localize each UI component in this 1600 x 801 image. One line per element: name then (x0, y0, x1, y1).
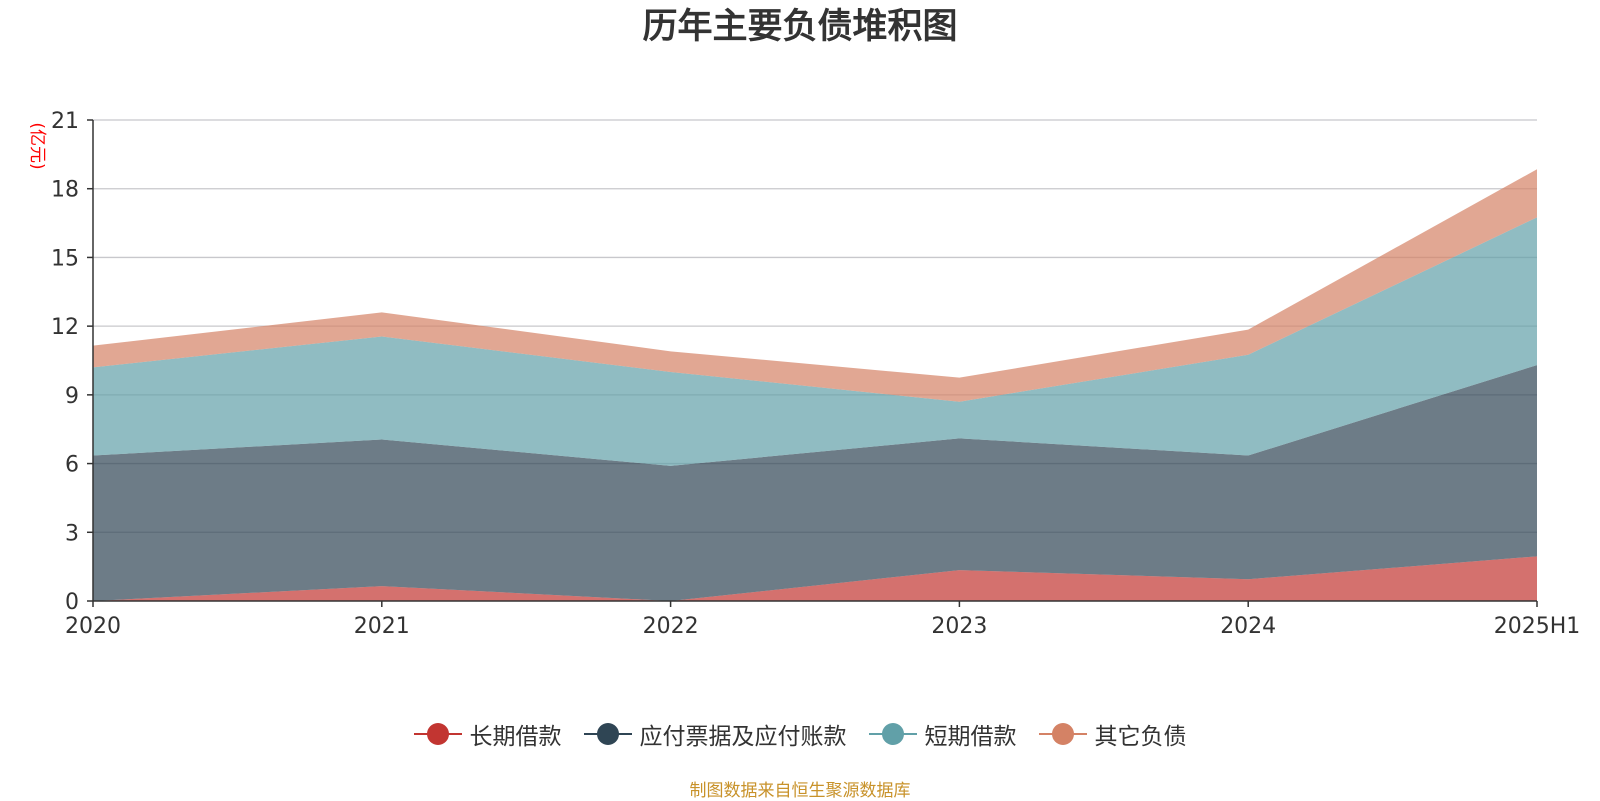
area-series-1 (93, 556, 1537, 601)
y-tick-label: 21 (51, 109, 79, 134)
y-tick-label: 6 (65, 453, 79, 478)
area-series (93, 169, 1537, 601)
x-tick-label: 2022 (643, 614, 699, 639)
area-series-4 (93, 169, 1537, 402)
legend-label: 应付票据及应付账款 (639, 724, 847, 750)
chart-title: 历年主要负债堆积图 (642, 7, 957, 47)
legend-marker-icon (413, 722, 462, 746)
area-series-3 (93, 217, 1537, 466)
legend-marker-icon (1038, 722, 1087, 746)
y-tick-label: 15 (51, 246, 79, 271)
y-tick-label: 3 (65, 521, 79, 546)
y-tick-label: 12 (51, 315, 79, 340)
axes: 0 3 6 9 12 15 18 21 2020 2021 2022 2023 2024 2025H1 (51, 109, 1580, 639)
y-tick-label: 0 (65, 590, 79, 615)
x-tick-label: 2024 (1220, 614, 1276, 639)
chart-legend: 长期借款 应付票据及应付账款 短期借款 其它负债 (0, 716, 1600, 752)
legend-item-2[interactable]: 应付票据及应付账款 (583, 717, 847, 751)
x-tick-label: 2023 (931, 614, 987, 639)
y-tick-label: 9 (65, 384, 79, 409)
legend-item-1[interactable]: 长期借款 (413, 717, 562, 751)
legend-item-3[interactable]: 短期借款 (868, 717, 1017, 751)
x-tick-label: 2020 (65, 614, 121, 639)
legend-marker-icon (868, 722, 917, 746)
y-axis-unit-label: (亿元) (27, 122, 47, 169)
legend-marker-icon (583, 722, 632, 746)
x-tick-label: 2025H1 (1494, 614, 1581, 639)
legend-label: 其它负债 (1094, 724, 1187, 750)
area-series-2 (93, 365, 1537, 601)
legend-label: 短期借款 (924, 724, 1017, 750)
y-tick-label: 18 (51, 178, 79, 203)
data-source-note: 制图数据来自恒生聚源数据库 (689, 781, 911, 801)
legend-label: 长期借款 (469, 724, 562, 750)
legend-item-4[interactable]: 其它负债 (1038, 717, 1187, 751)
x-tick-label: 2021 (354, 614, 410, 639)
